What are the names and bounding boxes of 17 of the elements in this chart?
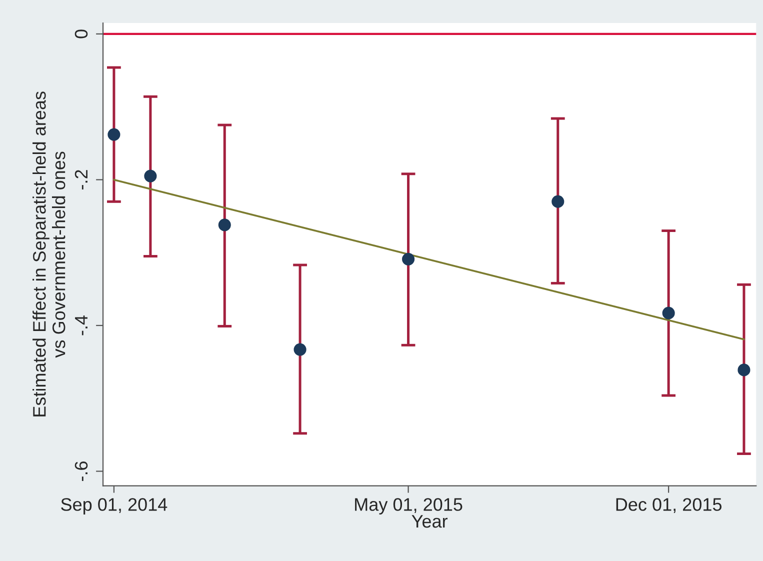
- point: [144, 170, 157, 182]
- y-tick-label: -.2: [74, 170, 88, 190]
- y-axis-title: Estimated Effect in Separatist-held areas vs Government-held ones: [32, 92, 66, 416]
- point: [402, 252, 415, 266]
- x-tick-label: Sep 01, 2014: [61, 498, 168, 514]
- point: [738, 364, 750, 376]
- y-tick-label: 0: [74, 30, 88, 38]
- x-axis-title: Year: [412, 515, 448, 528]
- point: [552, 195, 564, 208]
- point: [108, 128, 120, 141]
- point: [294, 343, 306, 356]
- point: [218, 218, 231, 232]
- point: [662, 306, 675, 320]
- x-tick-label: Dec 01, 2015: [616, 498, 722, 514]
- y-tick-label: -.4: [75, 315, 88, 336]
- x-tick-label: May 01, 2015: [355, 498, 462, 514]
- y-tick-label: -.6: [74, 462, 88, 481]
